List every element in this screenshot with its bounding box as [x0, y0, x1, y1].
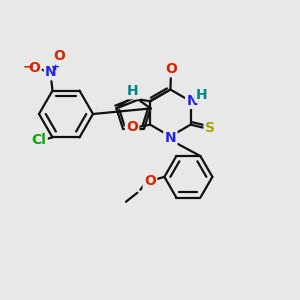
Text: O: O: [128, 84, 140, 98]
Text: N: N: [45, 65, 57, 79]
Text: O: O: [28, 61, 40, 75]
Text: O: O: [53, 50, 65, 63]
Text: O: O: [165, 62, 177, 76]
Text: −: −: [23, 59, 34, 73]
Text: Cl: Cl: [32, 134, 46, 147]
Text: O: O: [144, 174, 156, 188]
Text: N: N: [165, 131, 176, 145]
Text: S: S: [205, 121, 215, 135]
Text: +: +: [51, 61, 60, 72]
Text: N: N: [186, 94, 198, 108]
Text: O: O: [126, 120, 138, 134]
Text: H: H: [196, 88, 208, 102]
Text: H: H: [127, 84, 138, 98]
